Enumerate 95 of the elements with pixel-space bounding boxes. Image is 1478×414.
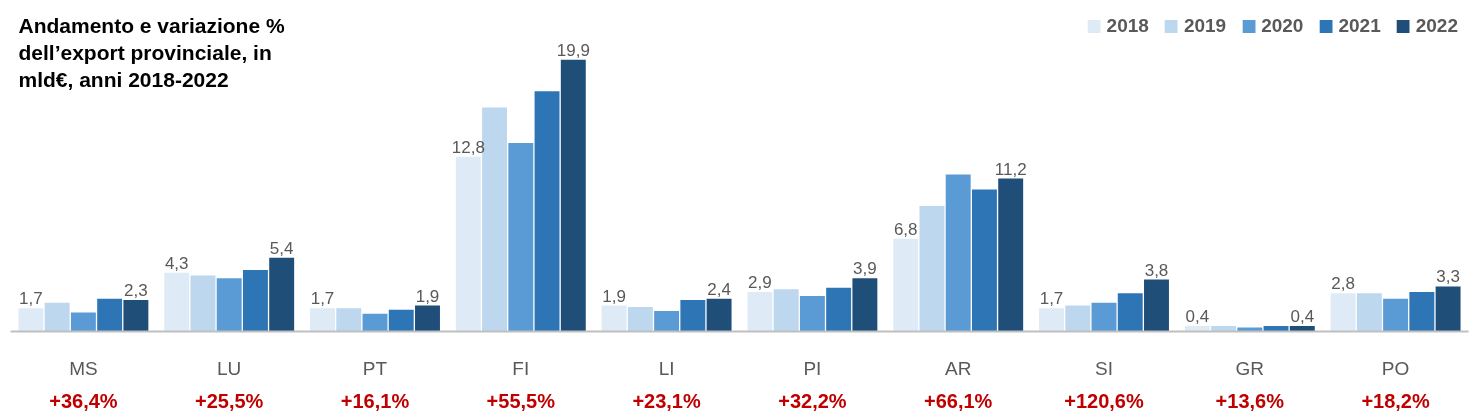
chart-title: Andamento e variazione % dell’export provinciale, in mld€, anni 2018-2022	[18, 13, 285, 91]
bar	[852, 278, 878, 332]
data-label: 1,9	[602, 286, 626, 306]
bar	[388, 309, 414, 332]
bar	[123, 300, 149, 332]
x-tick-label: LI	[658, 357, 675, 379]
bar	[747, 291, 773, 332]
legend-label: 2018	[1106, 15, 1149, 37]
x-tick-label: LU	[217, 357, 242, 379]
bar	[799, 296, 825, 332]
bar	[534, 91, 560, 332]
text: +25,5%	[195, 389, 264, 412]
bar	[826, 287, 852, 332]
bar	[773, 289, 799, 332]
data-label: 2,8	[1331, 274, 1355, 294]
bar	[560, 59, 586, 332]
bar	[508, 143, 534, 332]
bar	[1330, 293, 1356, 332]
data-label: 3,3	[1436, 267, 1460, 287]
data-label: 1,7	[19, 289, 43, 309]
bar	[919, 205, 945, 332]
data-label: 1,7	[1039, 289, 1064, 309]
legend-label: 2020	[1261, 15, 1304, 37]
data-label: 1,7	[310, 289, 335, 309]
text: +55,5%	[486, 389, 556, 412]
bar	[1356, 293, 1382, 332]
text: +18,2%	[1361, 389, 1431, 412]
bar	[1435, 286, 1461, 332]
data-label: 1,9	[415, 286, 440, 306]
bar	[680, 300, 706, 332]
bar	[97, 298, 123, 332]
data-label: 19,9	[556, 40, 590, 60]
bar	[336, 308, 362, 332]
bar	[893, 238, 919, 332]
data-label: 5,4	[269, 238, 294, 258]
bar	[945, 174, 971, 332]
text: +23,1%	[632, 389, 702, 412]
data-label: 0,4	[1290, 307, 1315, 327]
x-tick-label: PO	[1381, 357, 1410, 379]
text: +66,1%	[924, 389, 993, 412]
x-tick-label: GR	[1235, 357, 1265, 379]
x-tick-label: MS	[69, 357, 98, 379]
bar	[1144, 279, 1169, 332]
bar	[1409, 291, 1435, 332]
bar	[1184, 326, 1210, 332]
bar	[1263, 326, 1289, 332]
bar	[18, 308, 44, 332]
text: +120,6%	[1064, 389, 1144, 412]
data-label: 4,3	[164, 253, 189, 273]
bar	[70, 312, 96, 332]
legend-label: 2019	[1183, 15, 1227, 37]
bar	[601, 305, 627, 332]
bar	[1039, 308, 1064, 332]
legend-label: 2022	[1415, 15, 1458, 37]
data-label: 3,9	[853, 259, 877, 279]
bar	[164, 272, 190, 332]
bar	[627, 306, 653, 332]
bar	[455, 156, 481, 332]
x-tick-label: SI	[1095, 357, 1113, 379]
data-label: 0,4	[1185, 307, 1210, 327]
bar	[415, 305, 440, 332]
bar	[1289, 326, 1315, 332]
bar	[706, 298, 732, 332]
bar	[1211, 326, 1237, 332]
bar	[216, 278, 242, 332]
x-tick-label: PI	[803, 357, 822, 379]
bar	[1237, 327, 1263, 332]
text: +36,4%	[49, 389, 118, 412]
x-tick-label: AR	[945, 357, 972, 379]
data-label: 2,3	[124, 281, 148, 301]
bar	[310, 308, 335, 332]
data-label: 11,2	[994, 159, 1027, 179]
x-tick-label: PT	[362, 357, 388, 379]
bar	[1383, 298, 1409, 332]
data-label: 2,4	[707, 279, 731, 299]
bar	[190, 275, 216, 332]
bar	[654, 311, 680, 332]
bar	[1117, 293, 1143, 332]
data-label: 2,9	[748, 272, 772, 292]
legend-label: 2021	[1338, 15, 1381, 37]
bar	[1091, 302, 1117, 332]
bar	[1065, 305, 1091, 332]
bar	[44, 302, 70, 332]
bar	[998, 178, 1024, 332]
x-tick-label: FI	[512, 357, 530, 379]
bar	[242, 270, 268, 332]
text: +16,1%	[340, 389, 410, 412]
data-label: 3,8	[1144, 260, 1169, 280]
bar	[971, 189, 997, 332]
data-label: 12,8	[451, 137, 485, 157]
bar	[269, 257, 295, 332]
text: +13,6%	[1215, 389, 1285, 412]
text: +32,2%	[778, 389, 847, 412]
bar	[362, 313, 388, 332]
data-label: 6,8	[893, 219, 918, 239]
